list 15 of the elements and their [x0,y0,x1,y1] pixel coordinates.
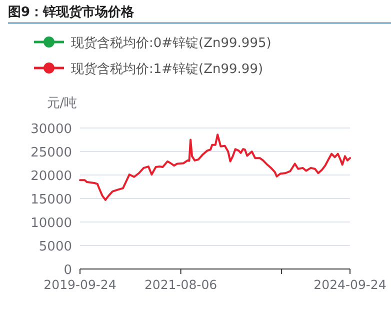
x-tick-label: 2024-09-24 [314,277,386,292]
y-tick-label: 20000 [30,169,72,184]
x-tick-label: 2019-09-24 [44,277,116,292]
y-tick-label: 10000 [30,216,72,231]
legend-label: 现货含税均价:0#锌锭(Zn99.995) [71,36,272,51]
y-tick-label: 15000 [30,192,72,208]
x-tick-label: 2021-08-06 [144,277,218,292]
y-tick-label: 0 [64,263,72,278]
y-tick-label: 5000 [38,240,72,254]
y-tick-label: 25000 [30,146,72,160]
legend-label: 现货含税均价:1#锌锭(Zn99.99) [71,62,264,77]
y-tick-label: 30000 [30,122,72,137]
chart-title: 图9：锌现货市场价格 [8,4,136,20]
y-axis-title: 元/吨 [46,96,78,111]
line-series [79,134,351,201]
